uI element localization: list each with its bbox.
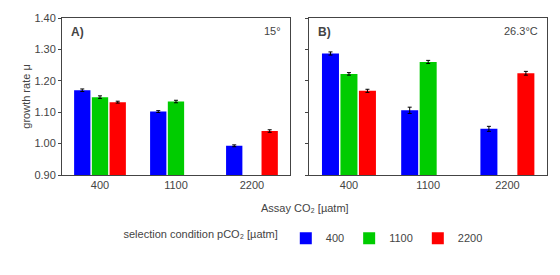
svg-text:1.20: 1.20	[34, 75, 55, 87]
svg-text:1.30: 1.30	[34, 43, 55, 55]
svg-text:B): B)	[318, 25, 331, 39]
svg-text:Assay CO₂ [µatm]: Assay CO₂ [µatm]	[261, 202, 349, 214]
svg-text:1.00: 1.00	[34, 137, 55, 149]
svg-text:1.40: 1.40	[34, 12, 55, 24]
svg-text:2200: 2200	[240, 179, 264, 191]
svg-text:0.90: 0.90	[34, 169, 55, 181]
svg-text:1100: 1100	[416, 179, 440, 191]
svg-text:1100: 1100	[389, 232, 413, 244]
svg-text:400: 400	[91, 179, 109, 191]
svg-text:15°: 15°	[264, 25, 281, 37]
svg-text:growth rate μ: growth rate μ	[20, 64, 32, 128]
svg-text:26.3°C: 26.3°C	[504, 25, 538, 37]
svg-text:selection condition pCO₂ [µatm: selection condition pCO₂ [µatm]	[124, 228, 278, 240]
svg-text:2200: 2200	[458, 232, 482, 244]
svg-text:400: 400	[326, 232, 344, 244]
svg-text:400: 400	[340, 179, 358, 191]
svg-text:1100: 1100	[164, 179, 188, 191]
svg-text:A): A)	[71, 25, 84, 39]
svg-text:2200: 2200	[495, 179, 519, 191]
svg-text:1.10: 1.10	[34, 106, 55, 118]
